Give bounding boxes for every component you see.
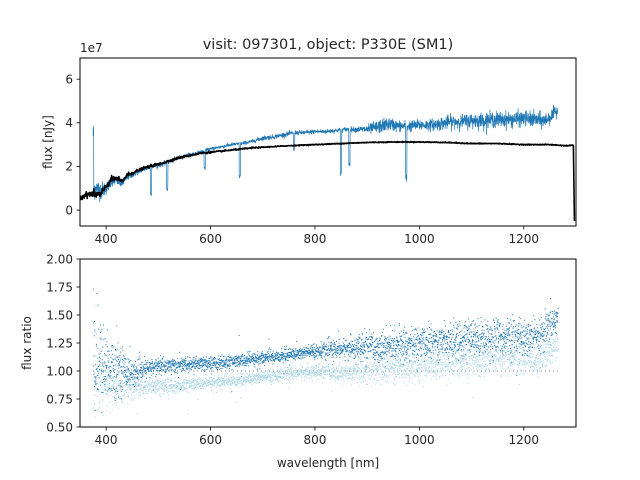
y-tick-label: 1.00 [46,364,73,378]
y-tick-label: 4 [65,116,73,130]
x-tick-label: 1200 [509,433,540,447]
x-tick-label: 1000 [404,433,435,447]
y-tick-label: 0.50 [46,420,73,434]
bottom-x-axis-label: wavelength [nm] [277,456,379,470]
y-tick-label: 6 [65,72,73,86]
series-line-model-flux [80,140,576,221]
x-tick-label: 400 [95,232,118,246]
series-points-ratio-light- [93,305,559,427]
chart-title: visit: 097301, object: P330E (SM1) [203,37,454,53]
y-tick-label: 0 [65,203,73,217]
top-plot-data [80,105,576,221]
x-tick-label: 1200 [509,232,540,246]
x-tick-label: 1000 [404,232,435,246]
y-tick-label: 2 [65,160,73,174]
x-tick-label: 600 [199,433,222,447]
scatter-points [93,305,559,427]
bottom-axes: 400 600 800 1000 1200 0.50 0.75 1.00 1.25 1.50 1.… [20,252,577,470]
y-tick-label: 2.00 [46,252,73,266]
top-axes-frame [79,57,577,227]
x-tick-label: 800 [303,232,326,246]
bottom-y-axis-label: flux ratio [20,316,34,370]
y-tick-label: 1.25 [46,336,73,350]
top-x-ticks: 400 600 800 1000 1200 [95,226,539,246]
top-axes: 400 600 800 1000 1200 0 2 4 6 1e7 flux [nJy] [41,41,577,246]
bottom-series-group [93,288,559,427]
x-tick-label: 400 [95,433,118,447]
top-series-group [80,105,576,221]
y-tick-label: 1.50 [46,308,73,322]
bottom-plot-data [93,288,559,427]
x-tick-label: 800 [303,433,326,447]
top-y-axis-label: flux [nJy] [41,115,55,169]
top-y-ticks: 0 2 4 6 [65,72,80,217]
x-tick-label: 600 [199,232,222,246]
bottom-x-ticks: 400 600 800 1000 1200 [95,427,539,447]
y-tick-label: 1.75 [46,280,73,294]
top-y-offset-label: 1e7 [80,41,103,55]
bottom-y-ticks: 0.50 0.75 1.00 1.25 1.50 1.75 2.00 [46,252,80,434]
y-tick-label: 0.75 [46,392,73,406]
